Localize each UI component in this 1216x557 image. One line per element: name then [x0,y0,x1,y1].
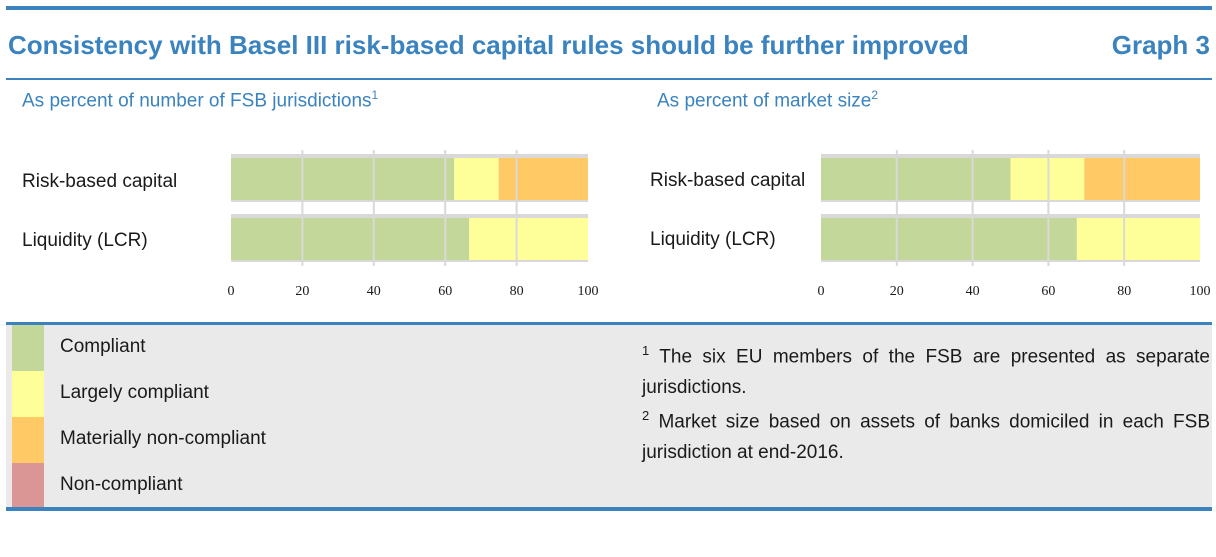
left-bar-risk-based-capital-compliant [231,158,455,200]
right-panel-title: As percent of market size [657,90,872,112]
right-panel-subtitle: As percent of market size2 [657,88,878,112]
legend-panel: Compliant Largely compliant Materially n… [6,325,1212,507]
right-bar-liquidity-lcr-largely-compliant [1076,218,1200,260]
right-category-risk-based-capital: Risk-based capital [650,170,806,191]
left-panel-title: As percent of number of FSB jurisdiction… [22,90,372,112]
right-tick-label-20: 20 [890,284,904,299]
right-bar-risk-based-capital-materially-non-compliant [1084,158,1200,200]
right-tick-label-0: 0 [818,284,825,299]
left-tick-label-100: 100 [578,284,599,299]
left-tick-label-20: 20 [295,284,309,299]
legend-top-rule [6,322,1212,325]
chart-title: Consistency with Basel III risk-based ca… [8,30,969,60]
footnote-2-text: Market size based on assets of banks dom… [642,411,1211,464]
left-category-liquidity-lcr: Liquidity (LCR) [22,230,148,251]
legend-label-compliant: Compliant [60,336,146,357]
left-bar-risk-based-capital-largely-compliant [454,158,499,200]
right-tick-label-100: 100 [1190,284,1211,299]
footnote-1-text: The six EU members of the FSB are presen… [642,346,1211,399]
left-tick-label-40: 40 [367,284,381,299]
right-bar-risk-based-capital-compliant [821,158,1011,200]
legend-label-non-compliant: Non-compliant [60,474,183,495]
left-bar-liquidity-lcr-largely-compliant [469,218,588,260]
left-bar-risk-based-capital-materially-non-compliant [498,158,588,200]
legend-label-largely-compliant: Largely compliant [60,382,209,403]
legend-swatch-materially-non-compliant [12,417,44,463]
legend-swatch-largely-compliant [12,371,44,417]
legend-swatch-compliant [12,325,44,371]
left-category-risk-based-capital: Risk-based capital [22,171,178,192]
right-bar-chart: 0 20 40 60 80 100 [818,150,1211,299]
left-tick-label-0: 0 [228,284,235,299]
right-tick-label-40: 40 [966,284,980,299]
right-tick-label-60: 60 [1041,284,1055,299]
footnote-2: 2 Market size based on assets of banks d… [642,400,1210,468]
title-rule [6,78,1212,80]
right-bar-liquidity-lcr-compliant [821,218,1077,260]
right-tick-label-80: 80 [1117,284,1131,299]
left-panel-subtitle: As percent of number of FSB jurisdiction… [22,88,378,112]
left-bar-liquidity-lcr-compliant [231,218,470,260]
footnote-1: 1 The six EU members of the FSB are pres… [642,335,1210,403]
legend-label-materially-non-compliant: Materially non-compliant [60,428,266,449]
legend-swatch-non-compliant [12,463,44,507]
left-panel-footnote-marker: 1 [371,88,379,102]
graph-number: Graph 3 [1111,30,1210,60]
left-tick-label-80: 80 [510,284,524,299]
footnote-2-marker: 2 [642,408,650,423]
left-tick-label-60: 60 [438,284,452,299]
footnote-1-marker: 1 [642,343,650,358]
right-category-liquidity-lcr: Liquidity (LCR) [650,229,776,250]
left-bar-chart: 0 20 40 60 80 100 [228,150,599,299]
top-rule [6,6,1212,10]
right-panel-footnote-marker: 2 [871,88,879,102]
bottom-rule [6,507,1212,511]
